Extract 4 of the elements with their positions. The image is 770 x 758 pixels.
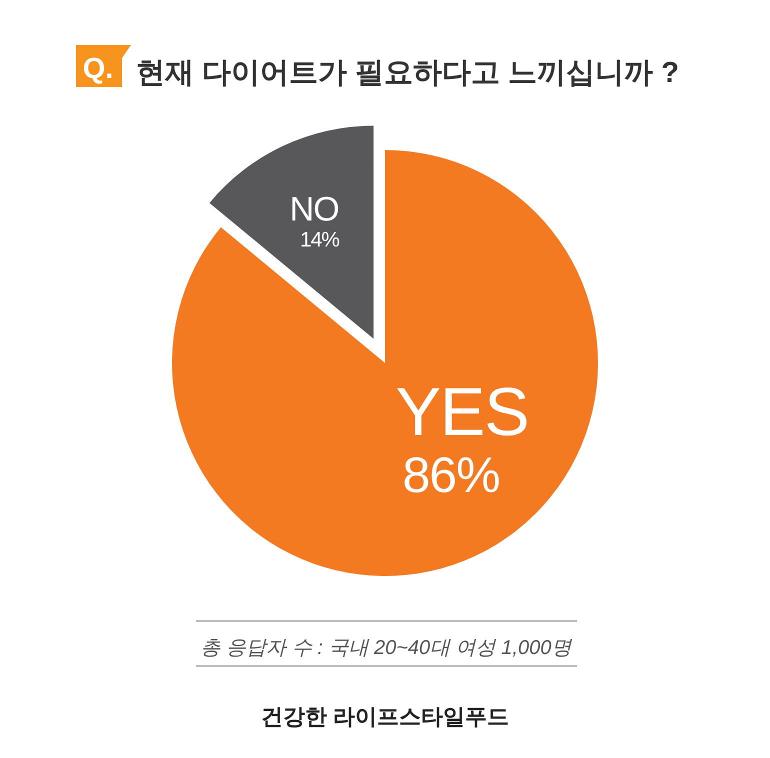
note: 총 응답자 수 : 국내 20~40대 여성 1,000명 [200, 637, 572, 659]
footer: 건강한 라이프스타일푸드 [260, 704, 510, 729]
title: 현재 다이어트가 필요하다고 느끼십니까 ? [136, 57, 679, 89]
badge-text: Q. [82, 53, 114, 85]
